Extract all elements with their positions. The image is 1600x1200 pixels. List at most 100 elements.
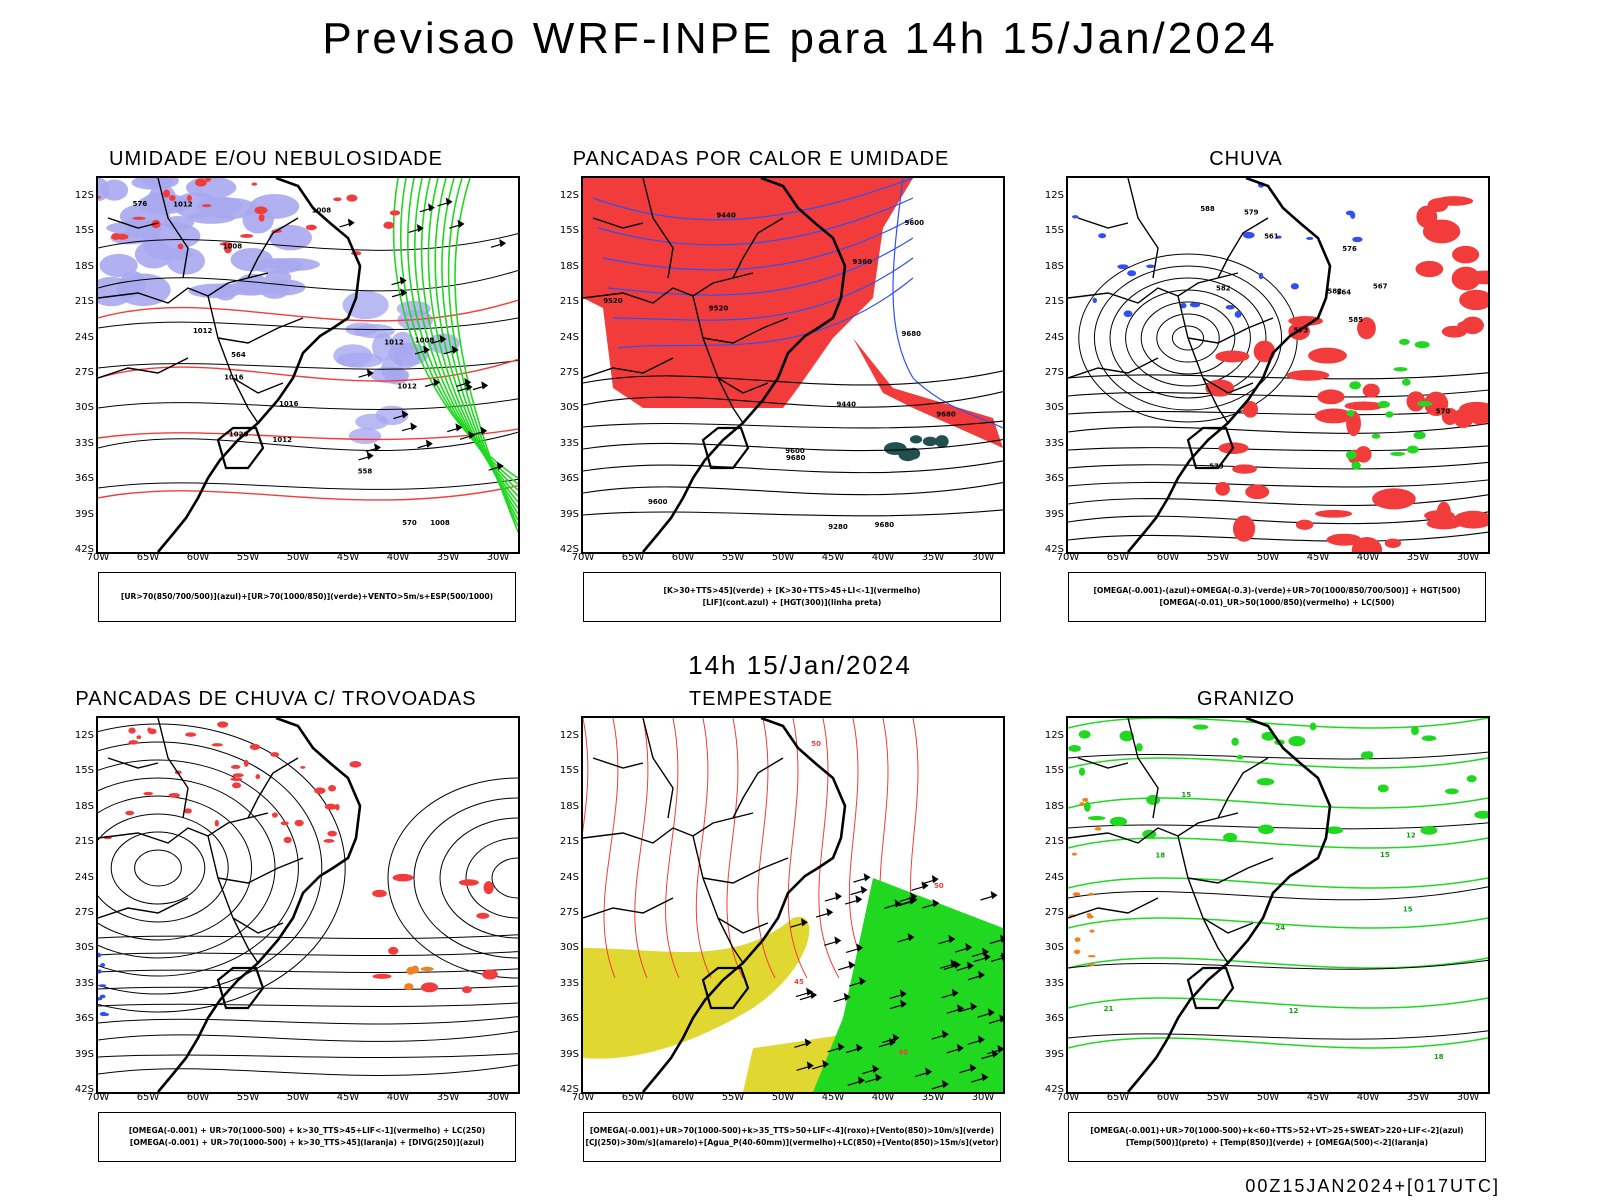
- map-svg: 50 45 40 50: [583, 718, 1003, 1092]
- latitude-tick-label: 33S: [1044, 437, 1064, 449]
- humidity-blue-area: [98, 178, 320, 307]
- latitude-tick-label: 18S: [559, 800, 579, 812]
- latitude-tick-label: 30S: [74, 402, 94, 414]
- hgt300-isolines: [583, 370, 1003, 517]
- latitude-tick-label: 15S: [1044, 765, 1064, 777]
- state-borders: [583, 178, 789, 424]
- panel-title: GRANIZO: [1196, 688, 1296, 710]
- map-plot: 12 15 18 21 24 15 18 12 15: [1066, 716, 1490, 1094]
- latitude-tick-label: 12S: [74, 190, 94, 201]
- red-storm-ocean: [372, 873, 498, 994]
- map-svg: 585 582 579 576 573 570 567 564 561 588 582 579: [1068, 178, 1488, 552]
- longitude-tick-label: 60W: [671, 1092, 695, 1103]
- latitude-tick-label: 27S: [559, 367, 579, 378]
- uruguay-border: [1186, 426, 1235, 470]
- streamline-low: [98, 723, 346, 1013]
- longitude-tick-label: 70W: [1056, 552, 1080, 563]
- latitude-tick-label: 36S: [74, 473, 94, 485]
- latitude-tick-label: 33S: [74, 977, 94, 989]
- uruguay-border: [701, 966, 750, 1010]
- contour-label: 582: [1327, 287, 1342, 295]
- longitude-tick-label: 45W: [1306, 1092, 1330, 1103]
- latitude-tick-label: 27S: [74, 367, 94, 378]
- latitude-tick-label: 39S: [1044, 1048, 1064, 1060]
- latitude-tick-label: 21S: [74, 836, 94, 848]
- streamlines-south: [98, 934, 518, 1076]
- contour-label: 12: [1406, 831, 1416, 839]
- latitude-tick-label: 30S: [74, 942, 94, 954]
- uruguay-border: [216, 426, 265, 470]
- longitude-tick-label: 45W: [821, 552, 845, 563]
- legend-box: [OMEGA(-0.001) + UR>70(1000-500) + k>30_…: [98, 1112, 516, 1162]
- latitude-tick-label: 42S: [1044, 544, 1064, 555]
- legend-box: [OMEGA(-0.001)+UR>70(1000-500)+k>35_TTS>…: [583, 1112, 1001, 1162]
- latitude-tick-label: 33S: [74, 437, 94, 449]
- contour-label: 1016: [279, 400, 299, 408]
- latitude-tick-label: 42S: [74, 1084, 94, 1095]
- latitude-tick-label: 39S: [559, 1048, 579, 1060]
- longitude-tick-label: 65W: [621, 1092, 645, 1103]
- contour-label: 1012: [384, 338, 404, 346]
- contour-label: 24: [1275, 924, 1285, 932]
- longitude-tick-label: 65W: [136, 552, 160, 563]
- contour-label: 567: [1373, 282, 1388, 290]
- latitude-tick-label: 15S: [1044, 225, 1064, 237]
- panel-title: TEMPESTADE: [688, 688, 834, 710]
- contour-label: 9680: [786, 454, 806, 462]
- panel-title: UMIDADE E/OU NEBULOSIDADE: [109, 148, 443, 170]
- latitude-tick-label: 12S: [1044, 730, 1064, 741]
- legend-line: [OMEGA(-0.001)+UR>70(1000-500)+k<60+TTS>…: [1090, 1126, 1464, 1135]
- contour-label: 1012: [272, 436, 292, 444]
- contour-label: 18: [1434, 1053, 1444, 1061]
- contour-label: 564: [1336, 288, 1351, 296]
- legend-box: [K>30+TTS>45](verde) + [K>30+TTS>45+LI<-…: [583, 572, 1001, 622]
- pressure-isolines: [98, 233, 518, 490]
- contour-label: 585: [1348, 316, 1363, 324]
- contour-label: 15: [1403, 906, 1413, 914]
- longitude-tick-label: 30W: [486, 552, 510, 563]
- green-wind-area: [813, 878, 1003, 1092]
- contour-label: 15: [1380, 851, 1390, 859]
- longitude-tick-label: 50W: [771, 1092, 795, 1103]
- contour-label: 576: [133, 200, 148, 208]
- longitude-tick-label: 35W: [921, 552, 945, 563]
- coastline: [642, 178, 847, 552]
- longitude-tick-label: 50W: [1256, 552, 1280, 563]
- contour-label: 1012: [173, 200, 193, 208]
- longitude-tick-label: 40W: [386, 552, 410, 563]
- red-speckles: [98, 178, 401, 256]
- latitude-tick-label: 27S: [559, 907, 579, 918]
- latitude-tick-label: 21S: [74, 296, 94, 308]
- map-svg: [98, 718, 518, 1092]
- contour-label: 564: [231, 351, 246, 359]
- longitude-tick-label: 65W: [1106, 1092, 1130, 1103]
- longitude-tick-label: 30W: [486, 1092, 510, 1103]
- panel-granizo: GRANIZO 12 15 18 21 24 15 18 12 15 12S 15S 18S 21S 24S…: [1026, 688, 1490, 1178]
- latitude-tick-label: 33S: [559, 977, 579, 989]
- contour-label: 9440: [716, 211, 736, 219]
- contour-label: 15: [1181, 791, 1191, 799]
- contour-label: 576: [1342, 245, 1357, 253]
- contour-label: 45: [794, 978, 804, 986]
- longitude-tick-label: 50W: [286, 552, 310, 563]
- run-timestamp: 00Z15JAN2024+[017UTC]: [1245, 1176, 1500, 1196]
- latitude-tick-label: 39S: [74, 1048, 94, 1060]
- longitude-tick-label: 55W: [721, 552, 745, 563]
- wind-vectors: [339, 197, 507, 471]
- lif-contours: [592, 178, 1003, 429]
- green-contours: [392, 178, 518, 533]
- latitude-tick-label: 36S: [1044, 473, 1064, 485]
- longitude-tick-label: 30W: [1456, 552, 1480, 563]
- latitude-tick-label: 18S: [1044, 260, 1064, 272]
- uruguay-border: [1186, 966, 1235, 1010]
- contour-label: 9360: [853, 258, 873, 266]
- longitude-tick-label: 70W: [571, 1092, 595, 1103]
- contour-label: 588: [1200, 205, 1215, 213]
- longitude-tick-label: 60W: [671, 552, 695, 563]
- wind850-vectors: [790, 873, 1003, 1090]
- longitude-tick-label: 55W: [1206, 1092, 1230, 1103]
- longitude-tick-label: 65W: [1106, 552, 1130, 563]
- longitude-tick-label: 30W: [971, 1092, 995, 1103]
- legend-line: [OMEGA(-0.001) + UR>70(1000-500) + k>30_…: [129, 1138, 485, 1147]
- green-teal-areas: [883, 435, 949, 462]
